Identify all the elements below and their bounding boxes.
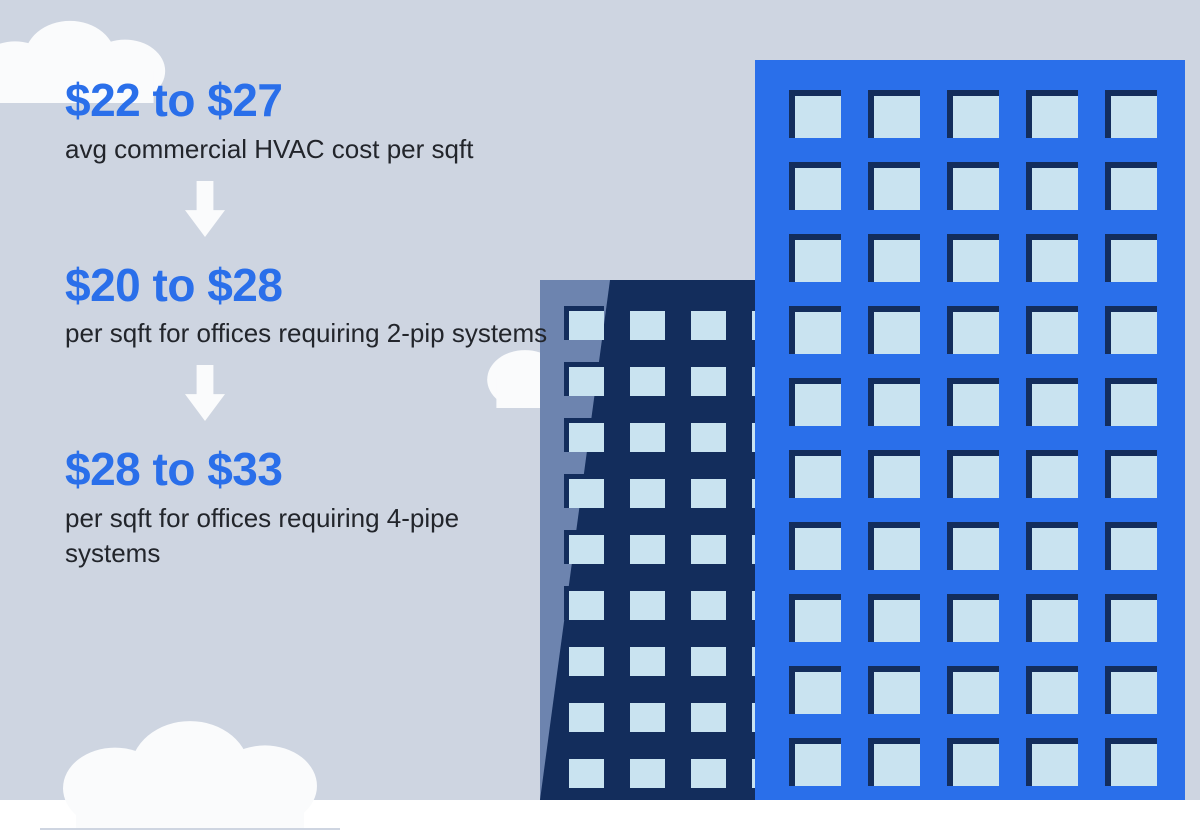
window: [1105, 450, 1157, 498]
window: [686, 306, 726, 340]
window: [789, 522, 841, 570]
window: [625, 362, 665, 396]
window: [625, 642, 665, 676]
window-grid-front: [789, 90, 1157, 786]
window: [564, 418, 604, 452]
stat-price: $22 to $27: [65, 75, 555, 126]
down-arrow-icon: [65, 365, 555, 426]
window: [947, 450, 999, 498]
window: [686, 418, 726, 452]
down-arrow-icon: [65, 181, 555, 242]
window: [789, 234, 841, 282]
window: [1105, 378, 1157, 426]
stat-desc: per sqft for offices requiring 4-pipe sy…: [65, 501, 555, 571]
window-grid-back: [564, 306, 787, 788]
window: [789, 666, 841, 714]
window: [947, 162, 999, 210]
window: [686, 530, 726, 564]
window: [947, 378, 999, 426]
window: [1105, 738, 1157, 786]
window: [686, 362, 726, 396]
window: [868, 522, 920, 570]
window: [868, 666, 920, 714]
window: [947, 522, 999, 570]
window: [1026, 522, 1078, 570]
window: [789, 90, 841, 138]
window: [789, 738, 841, 786]
window: [947, 306, 999, 354]
window: [625, 418, 665, 452]
window: [1105, 234, 1157, 282]
infographic-canvas: $22 to $27 avg commercial HVAC cost per …: [0, 0, 1200, 800]
window: [789, 450, 841, 498]
window: [564, 698, 604, 732]
window: [868, 306, 920, 354]
window: [686, 642, 726, 676]
window: [625, 474, 665, 508]
window: [1105, 666, 1157, 714]
window: [868, 234, 920, 282]
window: [1105, 522, 1157, 570]
window: [947, 594, 999, 642]
window: [1026, 594, 1078, 642]
window: [686, 754, 726, 788]
window: [868, 90, 920, 138]
cloud: [40, 720, 340, 830]
window: [1105, 306, 1157, 354]
building-front: [755, 60, 1185, 800]
window: [1105, 90, 1157, 138]
window: [868, 162, 920, 210]
window: [564, 754, 604, 788]
window: [1026, 90, 1078, 138]
window: [564, 586, 604, 620]
window: [625, 306, 665, 340]
window: [868, 738, 920, 786]
window: [625, 530, 665, 564]
window: [625, 698, 665, 732]
stat-desc: per sqft for offices requiring 2-pip sys…: [65, 316, 555, 351]
window: [1026, 234, 1078, 282]
window: [564, 530, 604, 564]
stat-block: $28 to $33 per sqft for offices requirin…: [65, 444, 555, 571]
window: [1026, 378, 1078, 426]
window: [789, 378, 841, 426]
window: [789, 306, 841, 354]
window: [947, 738, 999, 786]
window: [947, 90, 999, 138]
window: [868, 594, 920, 642]
window: [686, 474, 726, 508]
window: [1026, 450, 1078, 498]
window: [789, 594, 841, 642]
stats-column: $22 to $27 avg commercial HVAC cost per …: [65, 75, 555, 581]
window: [686, 586, 726, 620]
stat-block: $22 to $27 avg commercial HVAC cost per …: [65, 75, 555, 167]
window: [1026, 738, 1078, 786]
window: [686, 698, 726, 732]
window: [564, 362, 604, 396]
window: [564, 306, 604, 340]
stat-price: $28 to $33: [65, 444, 555, 495]
window: [868, 450, 920, 498]
stat-block: $20 to $28 per sqft for offices requirin…: [65, 260, 555, 352]
window: [789, 162, 841, 210]
window: [1105, 594, 1157, 642]
window: [564, 642, 604, 676]
window: [625, 586, 665, 620]
window: [947, 666, 999, 714]
stat-desc: avg commercial HVAC cost per sqft: [65, 132, 555, 167]
window: [625, 754, 665, 788]
window: [947, 234, 999, 282]
stat-price: $20 to $28: [65, 260, 555, 311]
window: [1026, 306, 1078, 354]
window: [1026, 666, 1078, 714]
window: [564, 474, 604, 508]
window: [1026, 162, 1078, 210]
window: [868, 378, 920, 426]
window: [1105, 162, 1157, 210]
